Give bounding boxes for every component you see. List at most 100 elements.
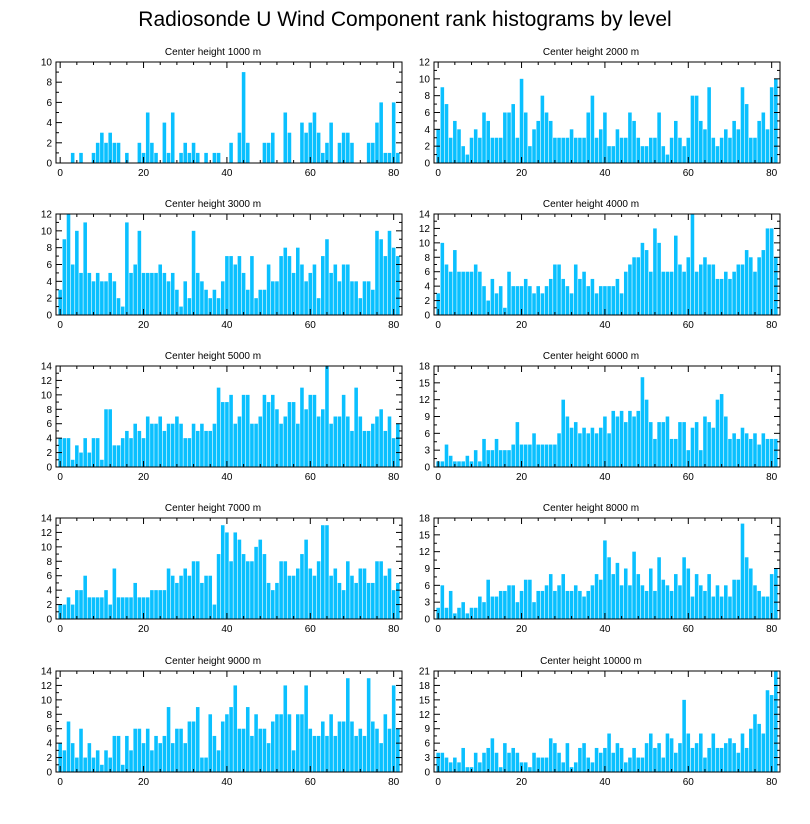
histogram-bar	[204, 575, 208, 619]
histogram-bar	[498, 286, 503, 315]
histogram-bar	[87, 272, 92, 315]
histogram-bar	[250, 561, 254, 619]
histogram-bar	[154, 423, 158, 467]
histogram-bar	[283, 112, 288, 163]
histogram-bar	[350, 575, 354, 619]
histogram-bar	[187, 575, 192, 619]
histogram-bar	[245, 289, 250, 315]
histogram-bar	[582, 271, 586, 315]
x-tick-label: 80	[766, 320, 778, 331]
histogram-bar	[316, 416, 321, 467]
histogram-bar	[711, 427, 716, 467]
y-tick-label: 12	[41, 210, 53, 221]
plot-frame	[433, 670, 781, 773]
histogram-bar	[237, 728, 242, 772]
histogram-bar	[212, 604, 217, 619]
histogram-bar	[125, 735, 129, 772]
histogram-bar	[690, 427, 695, 467]
histogram-bar	[120, 764, 125, 772]
histogram-bar	[594, 747, 599, 772]
histogram-bar	[79, 590, 83, 619]
histogram-bar	[448, 762, 453, 772]
histogram-bar	[724, 743, 728, 772]
y-tick-label: 12	[41, 528, 53, 539]
histogram-bar	[469, 271, 474, 315]
histogram-bar	[383, 152, 388, 163]
histogram-bar	[58, 604, 62, 619]
histogram-bar	[749, 438, 753, 467]
histogram-bar	[137, 597, 142, 619]
histogram-bar	[619, 747, 624, 772]
histogram-bar	[523, 762, 528, 772]
panel-title: Center height 8000 m	[542, 503, 640, 514]
histogram-bar	[245, 394, 250, 467]
y-tick-label: 12	[419, 224, 431, 235]
x-tick-label: 0	[57, 168, 63, 179]
histogram-bar	[461, 461, 465, 467]
histogram-bar	[686, 568, 691, 619]
y-tick-label: 14	[41, 667, 53, 678]
histogram-bar	[283, 247, 288, 315]
histogram-bar	[95, 272, 100, 315]
x-tick-label: 20	[138, 472, 150, 483]
y-tick-label: 2	[424, 296, 430, 307]
histogram-chart: 0 20 40 60 80 0 2 4 6 8 10 12 14	[41, 514, 403, 635]
histogram-bar	[732, 120, 736, 163]
histogram-bar	[515, 602, 520, 619]
histogram-bar	[724, 271, 728, 315]
histogram-bar	[603, 286, 607, 315]
histogram-bar	[108, 272, 112, 315]
y-tick-label: 4	[424, 282, 430, 293]
y-tick-label: 12	[419, 710, 431, 721]
histogram-bar	[774, 568, 778, 619]
histogram-bar	[91, 757, 96, 772]
histogram-bar	[158, 264, 162, 315]
histogram-bar	[333, 416, 338, 467]
histogram-bar	[544, 112, 549, 163]
histogram-bar	[70, 604, 75, 619]
histogram-bar	[532, 752, 536, 772]
histogram-bar	[170, 272, 175, 315]
histogram-bar	[686, 733, 691, 772]
histogram-bar	[528, 286, 532, 315]
histogram-chart: 0 20 40 60 80 0 2 4 6 8 10 12 14	[41, 667, 403, 788]
histogram-bar	[694, 271, 699, 315]
histogram-bar	[523, 444, 528, 467]
histogram-bar	[162, 430, 167, 467]
histogram-bar	[225, 256, 229, 315]
histogram-bar	[220, 402, 225, 467]
histogram-bar	[308, 394, 313, 467]
histogram-bar	[266, 264, 271, 315]
histogram-bar	[657, 557, 661, 619]
histogram-bar	[133, 728, 137, 772]
histogram-bar	[241, 554, 246, 619]
histogram-bar	[640, 757, 645, 772]
histogram-bar	[440, 461, 445, 467]
histogram-bar	[669, 590, 674, 619]
histogram-bar	[208, 575, 213, 619]
histogram-bar	[337, 416, 342, 467]
histogram-bar	[494, 596, 499, 619]
y-tick-label: 0	[424, 159, 430, 170]
histogram-bar	[162, 272, 167, 315]
x-tick-label: 0	[435, 320, 441, 331]
histogram-bar	[371, 142, 375, 163]
histogram-bar	[283, 416, 288, 467]
histogram-bar	[58, 289, 62, 315]
x-tick-label: 20	[138, 320, 150, 331]
histogram-bar	[511, 747, 515, 772]
histogram-bar	[519, 444, 524, 467]
x-tick-label: 40	[221, 472, 233, 483]
histogram-bar	[482, 112, 486, 163]
histogram-bar	[387, 416, 392, 467]
x-tick-label: 60	[683, 624, 695, 635]
histogram-bar	[200, 281, 204, 315]
histogram-bar	[548, 444, 553, 467]
histogram-bar	[478, 461, 482, 467]
histogram-bar	[233, 264, 238, 315]
histogram-bar	[275, 409, 279, 467]
histogram-bar	[391, 102, 396, 163]
x-tick-label: 0	[57, 777, 63, 788]
histogram-bar	[465, 767, 470, 772]
histogram-bar	[79, 728, 83, 772]
